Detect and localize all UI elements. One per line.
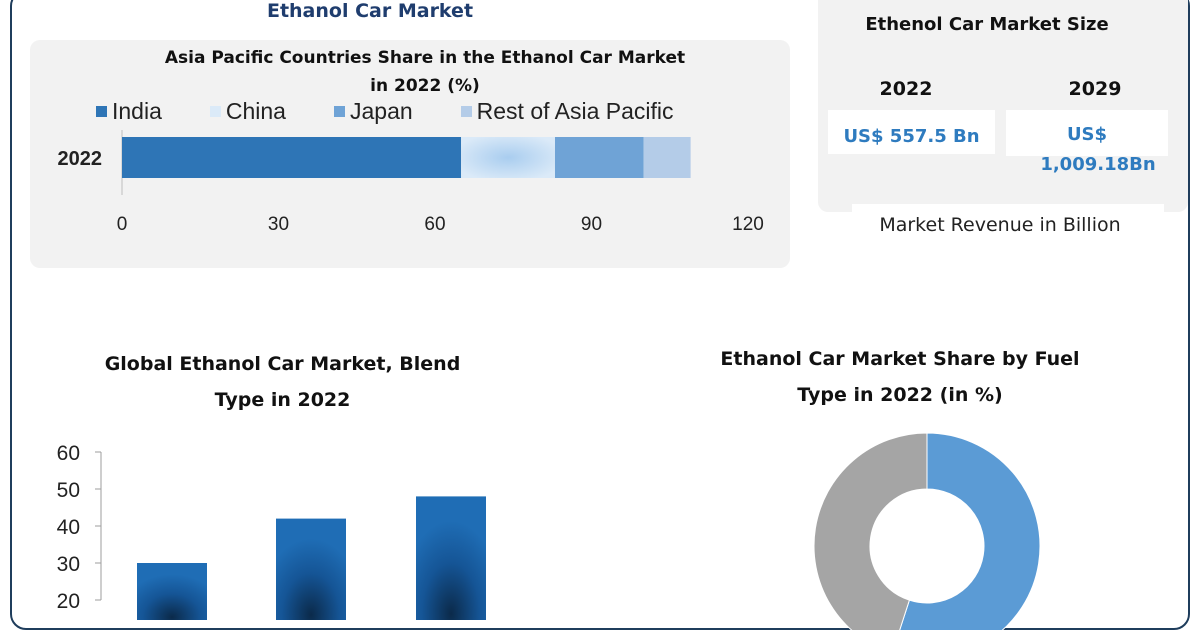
legend-swatch-india	[96, 105, 107, 117]
value-box-2022	[828, 110, 995, 154]
bar-segment-rest	[643, 137, 691, 178]
legend-label-china: China	[225, 97, 286, 124]
blend-bar	[416, 496, 486, 620]
legend-label-india: India	[112, 97, 162, 124]
legend-item-china: China	[209, 97, 286, 125]
blend-chart-title-line2: Type in 2022	[214, 389, 351, 411]
legend-label-japan: Japan	[349, 97, 413, 124]
legend-swatch-china	[209, 105, 221, 117]
asia-pacific-legend: India China Japan Rest of Asia Pacific	[96, 96, 674, 126]
blend-chart-title: Global Ethanol Car Market, Blend Type in…	[70, 346, 495, 418]
x-tick-label: 30	[268, 214, 289, 235]
year-2029-label: 2029	[1068, 78, 1122, 100]
value-box-2029	[1006, 110, 1168, 156]
legend-swatch-rest	[460, 105, 472, 117]
x-tick-label: 120	[732, 214, 764, 235]
y-tick-label: 40	[57, 516, 80, 539]
fuel-chart-title-line1: Ethanol Car Market Share by Fuel	[720, 348, 1080, 370]
market-value-2029-line1: US$	[1066, 124, 1108, 145]
legend-item-india: India	[96, 98, 162, 125]
asia-pacific-bar-chart: 2022 0 30 60 90 120	[58, 130, 764, 235]
bar-segment-india	[122, 137, 462, 178]
legend-swatch-japan	[333, 105, 345, 117]
market-revenue-note: Market Revenue in Billion	[879, 214, 1121, 236]
fuel-chart-title: Ethanol Car Market Share by Fuel Type in…	[690, 341, 1110, 413]
bar-segment-japan	[554, 137, 644, 178]
fuel-type-donut-chart	[813, 432, 1041, 630]
y-tick-label: 60	[57, 442, 80, 465]
asia-pacific-chart-title-line1: Asia Pacific Countries Share in the Etha…	[164, 48, 686, 68]
legend-item-japan: Japan	[333, 97, 413, 125]
year-2022-label: 2022	[879, 78, 933, 100]
x-tick-label: 0	[117, 214, 128, 235]
page-title: Ethanol Car Market	[266, 0, 474, 22]
donut-slice	[899, 432, 1041, 630]
asia-pacific-chart-title-line2: in 2022 (%)	[370, 76, 480, 96]
market-value-2029: US$ 1,009.18Bn	[1006, 120, 1168, 180]
market-value-2029-line2: 1,009.18Bn	[1040, 154, 1156, 175]
x-tick-label: 90	[581, 214, 602, 235]
y-tick-label: 50	[57, 479, 80, 502]
fuel-chart-title-line2: Type in 2022 (in %)	[797, 384, 1003, 406]
revenue-note-box	[852, 204, 1164, 244]
blend-chart-title-line1: Global Ethanol Car Market, Blend	[104, 353, 461, 375]
category-label-2022: 2022	[58, 148, 103, 170]
market-size-panel	[818, 0, 1188, 212]
market-size-title: Ethenol Car Market Size	[865, 14, 1109, 35]
y-tick-label: 30	[57, 553, 80, 576]
market-value-2022: US$ 557.5 Bn	[843, 126, 980, 147]
donut-slice	[813, 432, 928, 630]
x-tick-label: 60	[424, 214, 445, 235]
legend-label-rest: Rest of Asia Pacific	[476, 97, 674, 124]
asia-pacific-chart-title: Asia Pacific Countries Share in the Etha…	[120, 44, 730, 100]
bar-segment-china	[461, 137, 555, 178]
legend-item-rest: Rest of Asia Pacific	[460, 97, 674, 125]
